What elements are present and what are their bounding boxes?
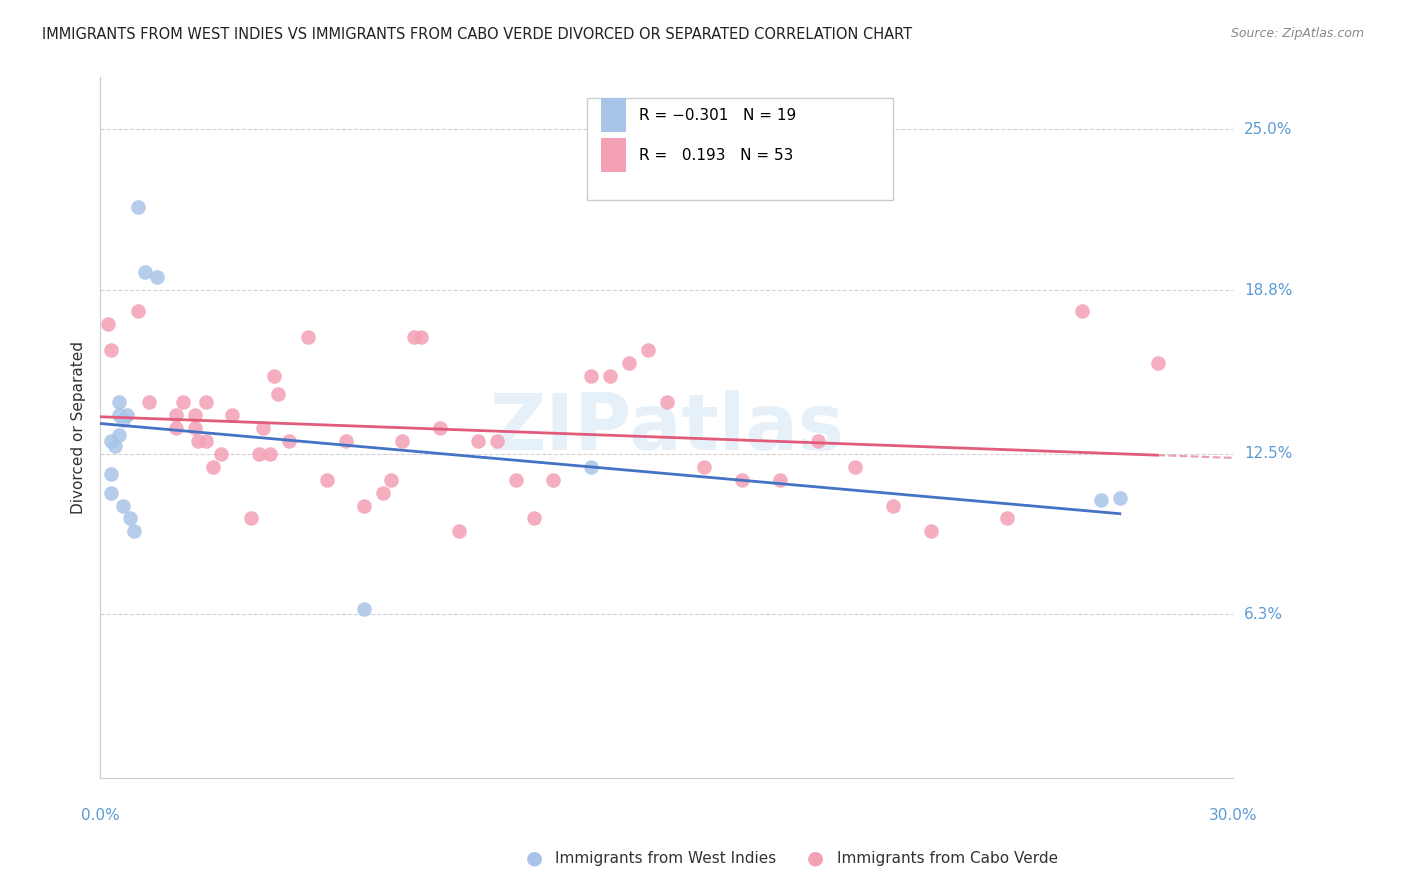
Point <box>247 447 270 461</box>
Text: 0.0%: 0.0% <box>80 808 120 823</box>
Point <box>693 459 716 474</box>
Point <box>402 330 425 344</box>
Text: ●: ● <box>526 848 543 868</box>
Point <box>165 420 187 434</box>
Point <box>221 408 243 422</box>
Point <box>523 511 546 525</box>
Text: IMMIGRANTS FROM WEST INDIES VS IMMIGRANTS FROM CABO VERDE DIVORCED OR SEPARATED : IMMIGRANTS FROM WEST INDIES VS IMMIGRANT… <box>42 27 912 42</box>
Point <box>120 511 142 525</box>
Point <box>617 356 640 370</box>
Point <box>134 265 156 279</box>
Point <box>391 434 413 448</box>
Point <box>194 434 217 448</box>
Point <box>447 524 470 539</box>
Point <box>380 473 402 487</box>
Point <box>315 473 337 487</box>
Point <box>731 473 754 487</box>
Point <box>172 394 194 409</box>
Point <box>209 447 232 461</box>
Point <box>882 499 904 513</box>
Point <box>202 459 225 474</box>
Point <box>579 459 602 474</box>
Point <box>127 304 149 318</box>
Text: 25.0%: 25.0% <box>1244 122 1292 136</box>
Text: 18.8%: 18.8% <box>1244 283 1292 298</box>
Text: 30.0%: 30.0% <box>1209 808 1257 823</box>
Point <box>100 343 122 357</box>
Y-axis label: Divorced or Separated: Divorced or Separated <box>72 341 86 514</box>
Point <box>1071 304 1094 318</box>
Text: Source: ZipAtlas.com: Source: ZipAtlas.com <box>1230 27 1364 40</box>
Text: 6.3%: 6.3% <box>1244 607 1284 622</box>
Text: Immigrants from Cabo Verde: Immigrants from Cabo Verde <box>837 851 1057 865</box>
Point <box>1090 493 1112 508</box>
Point <box>373 485 395 500</box>
Point <box>429 420 451 434</box>
Point <box>769 473 792 487</box>
Point <box>807 434 830 448</box>
Point <box>252 420 274 434</box>
Point <box>278 434 301 448</box>
Point <box>108 428 131 442</box>
Text: ●: ● <box>807 848 824 868</box>
Point <box>599 368 621 383</box>
Point <box>579 368 602 383</box>
Point <box>1108 491 1130 505</box>
Point <box>240 511 263 525</box>
Point <box>655 394 678 409</box>
Point <box>100 467 122 482</box>
Point <box>187 434 209 448</box>
Point <box>183 420 205 434</box>
Point <box>194 394 217 409</box>
Point <box>122 524 145 539</box>
Point <box>108 394 131 409</box>
Point <box>146 270 169 285</box>
Point <box>115 408 138 422</box>
Point <box>100 434 122 448</box>
Point <box>100 485 122 500</box>
Point <box>97 317 120 331</box>
Point <box>467 434 489 448</box>
Point <box>259 447 281 461</box>
Bar <box>588 98 893 200</box>
Point <box>411 330 433 344</box>
Point <box>995 511 1018 525</box>
Point <box>543 473 565 487</box>
Point <box>335 434 357 448</box>
Point <box>111 499 134 513</box>
Point <box>111 413 134 427</box>
Point <box>138 394 160 409</box>
Point <box>104 439 127 453</box>
Point <box>165 408 187 422</box>
Bar <box>600 138 626 172</box>
Point <box>108 408 131 422</box>
Point <box>127 200 149 214</box>
Bar <box>600 98 626 132</box>
Text: Immigrants from West Indies: Immigrants from West Indies <box>555 851 776 865</box>
Point <box>844 459 866 474</box>
Text: 12.5%: 12.5% <box>1244 446 1292 461</box>
Text: ZIPatlas: ZIPatlas <box>489 390 844 466</box>
Point <box>263 368 285 383</box>
Point <box>266 387 288 401</box>
Point <box>920 524 942 539</box>
Point <box>637 343 659 357</box>
Point <box>1146 356 1168 370</box>
Point <box>183 408 205 422</box>
Point <box>353 602 375 616</box>
Point <box>297 330 319 344</box>
Point <box>485 434 508 448</box>
Text: R = −0.301   N = 19: R = −0.301 N = 19 <box>640 108 797 123</box>
Text: R =   0.193   N = 53: R = 0.193 N = 53 <box>640 148 794 162</box>
Point <box>353 499 375 513</box>
Point <box>505 473 527 487</box>
